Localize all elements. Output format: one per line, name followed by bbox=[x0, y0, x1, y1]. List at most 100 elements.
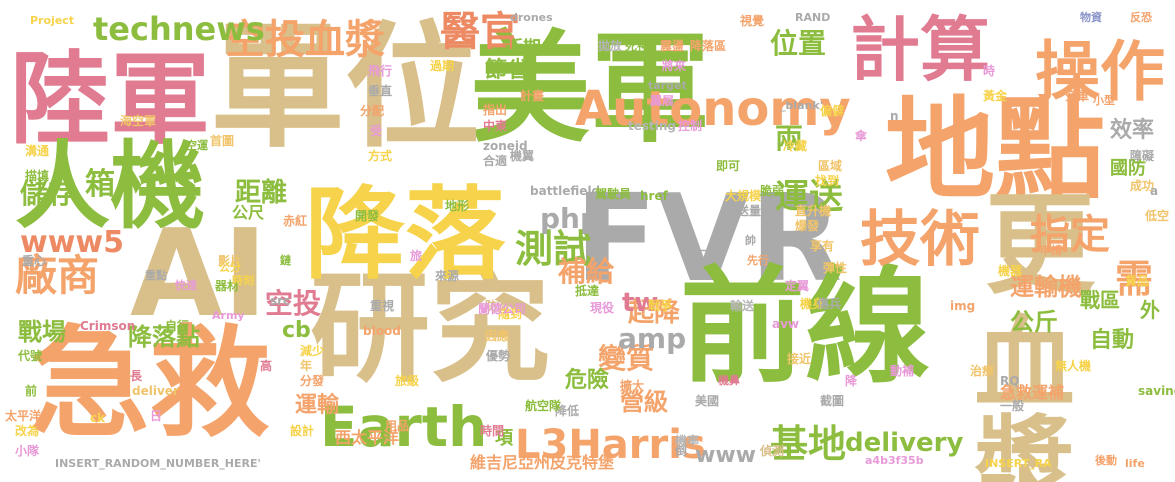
cloud-word: 高 bbox=[260, 359, 273, 373]
cloud-word: 節省 bbox=[485, 58, 530, 83]
cloud-word: 西太平洋 bbox=[335, 428, 400, 447]
cloud-word: 廠商 bbox=[15, 251, 100, 300]
cloud-word: 小隊 bbox=[15, 444, 40, 458]
cloud-word: 受 bbox=[370, 124, 383, 138]
cloud-word: 空軍 bbox=[1065, 89, 1090, 103]
cloud-word: 更 bbox=[985, 181, 1095, 309]
cloud-word: 接近 bbox=[787, 352, 812, 366]
cloud-word: saving bbox=[1138, 384, 1175, 398]
cloud-word: 旅級 bbox=[395, 374, 420, 388]
cloud-word: 現役 bbox=[590, 301, 615, 315]
cloud-word: 直升機 bbox=[795, 204, 832, 218]
cloud-word: 減少 bbox=[300, 344, 325, 358]
cloud-word: 開發 bbox=[355, 209, 380, 223]
cloud-word: 需 bbox=[1115, 257, 1154, 301]
cloud-word: 醫官 bbox=[440, 9, 520, 55]
cloud-word: 改為 bbox=[15, 424, 40, 438]
cloud-word: 時刻 bbox=[232, 274, 254, 287]
cloud-word: 戰區 bbox=[1080, 288, 1120, 312]
cloud-word: 營級 bbox=[620, 388, 668, 416]
cloud-word: 人機 bbox=[15, 132, 206, 242]
cloud-word: 代號 bbox=[18, 349, 43, 363]
cloud-word: 截圖 bbox=[820, 394, 845, 408]
cloud-word: 偏僻 bbox=[820, 104, 845, 118]
cloud-word: 享有 bbox=[810, 239, 835, 253]
cloud-word: 定翼 bbox=[785, 279, 810, 293]
cloud-word: 死神 bbox=[625, 39, 650, 53]
cloud-word: drones bbox=[510, 11, 553, 24]
cloud-word: blood bbox=[363, 324, 401, 338]
cloud-word: technews bbox=[93, 10, 265, 48]
cloud-word: 彈性 bbox=[823, 261, 848, 275]
cloud-word: 基地 bbox=[770, 422, 847, 466]
cloud-word: 戰場 bbox=[18, 318, 66, 346]
cloud-word: 駕駛員 bbox=[595, 187, 632, 201]
cloud-word: www5 bbox=[20, 225, 125, 260]
cloud-word: 防區 bbox=[485, 299, 510, 313]
cloud-word: target bbox=[648, 79, 687, 92]
cloud-word: delivery bbox=[845, 428, 964, 458]
cloud-word: 震盪 bbox=[660, 39, 685, 53]
cloud-word: 公尺 bbox=[232, 203, 265, 222]
cloud-word: 治療 bbox=[970, 364, 995, 378]
cloud-word: 帥 bbox=[745, 234, 756, 247]
cloud-word: 技術 bbox=[860, 205, 980, 275]
cloud-word: 隨到 bbox=[498, 307, 523, 321]
cloud-word: 兩 bbox=[775, 122, 804, 155]
cloud-word: Crimson bbox=[80, 319, 136, 333]
cloud-word: 地形 bbox=[445, 199, 470, 213]
cloud-word: 飛行 bbox=[368, 64, 393, 78]
cloud-word: 控制 bbox=[678, 119, 703, 133]
cloud-word: 影片 bbox=[218, 254, 243, 268]
cloud-word: 危險 bbox=[565, 368, 610, 393]
cloud-word: 運送量 bbox=[725, 204, 762, 218]
cloud-word: 測試 bbox=[515, 227, 592, 271]
cloud-word: 前線 bbox=[680, 255, 930, 400]
cloud-word: 鏈 bbox=[280, 254, 291, 267]
cloud-word: 合適 bbox=[483, 154, 508, 168]
cloud-word: 垂直 bbox=[368, 84, 393, 98]
cloud-word: battlefield bbox=[530, 184, 601, 198]
cloud-word: 降落點 bbox=[128, 323, 200, 351]
cloud-word: 將來 bbox=[662, 59, 687, 73]
cloud-word: 計算 bbox=[850, 9, 990, 91]
cloud-word: 倒 bbox=[675, 444, 688, 458]
cloud-word: 距離 bbox=[235, 178, 288, 208]
cloud-word: 過期 bbox=[430, 59, 455, 73]
cloud-word: 時間 bbox=[480, 424, 505, 438]
cloud-word: life bbox=[1125, 457, 1145, 470]
cloud-word: AI bbox=[130, 205, 268, 344]
cloud-word: 視覺 bbox=[740, 14, 765, 28]
cloud-word: 冷藏 bbox=[783, 139, 808, 153]
cloud-word: 設計 bbox=[290, 424, 315, 438]
cloud-word: 美國 bbox=[695, 394, 720, 408]
cloud-word: 降落區 bbox=[690, 39, 727, 53]
cloud-word: 運輸 bbox=[295, 393, 340, 418]
cloud-word: 太平洋 bbox=[5, 409, 42, 423]
cloud-word: 來源 bbox=[435, 269, 460, 283]
cloud-word: Project bbox=[30, 14, 75, 27]
cloud-word: 指出 bbox=[483, 103, 508, 117]
cloud-word: 即可 bbox=[716, 159, 741, 173]
cloud-word: 低空 bbox=[1145, 209, 1170, 223]
cloud-word: 計畫 bbox=[520, 89, 545, 103]
cloud-word: 傷兵 bbox=[817, 297, 842, 311]
cloud-word: 美軍 bbox=[470, 20, 710, 159]
cloud-word: 成功 bbox=[1130, 179, 1155, 193]
cloud-word: 急救運補 bbox=[1000, 383, 1065, 402]
cloud-word: 國防 bbox=[1110, 158, 1146, 179]
cloud-word: 時 bbox=[983, 64, 996, 78]
cloud-word: _blank' bbox=[780, 99, 824, 112]
cloud-word: 一般 bbox=[1000, 399, 1025, 413]
cloud-word: Earth bbox=[320, 395, 488, 459]
cloud-word: testing bbox=[628, 119, 676, 133]
cloud-word: n bbox=[890, 109, 899, 123]
cloud-word: a bbox=[1150, 184, 1159, 198]
cloud-word: FVR bbox=[575, 170, 843, 309]
cloud-word: RAND bbox=[795, 11, 831, 24]
cloud-word: 分發 bbox=[300, 374, 325, 388]
cloud-word: 蘭德公司 bbox=[478, 302, 527, 316]
cloud-word: a4b3f35b bbox=[865, 454, 924, 467]
cloud-word: 溝通 bbox=[25, 144, 50, 158]
